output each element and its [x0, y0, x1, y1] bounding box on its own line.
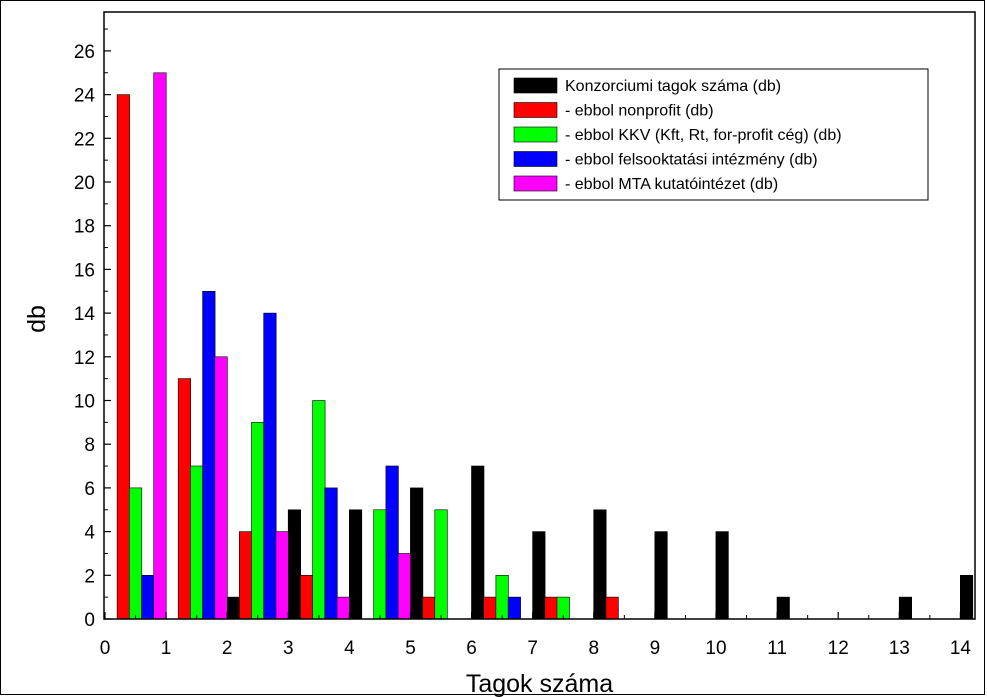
legend-swatch-4 [513, 151, 558, 167]
y-tick-label: 24 [74, 86, 96, 107]
legend-label-4: - ebbol felsooktatási intézmény (db) [565, 152, 818, 169]
x-axis-title: Tagok száma [466, 670, 613, 697]
x-tick-label: 14 [950, 638, 972, 659]
y-tick-label: 0 [84, 610, 95, 631]
x-tick-label: 5 [405, 638, 416, 659]
x-tick-label: 11 [767, 638, 787, 659]
y-tick-label: 8 [84, 435, 95, 456]
bar-series-2-8 [605, 596, 619, 620]
y-tick-label: 10 [74, 392, 95, 413]
y-tick-label: 18 [74, 217, 95, 238]
bars-layer [116, 72, 974, 620]
x-tick-label: 10 [705, 638, 726, 659]
bar-series-4-6 [507, 596, 521, 620]
bar-series-4-2 [202, 290, 216, 620]
y-tick-label: 26 [74, 42, 95, 63]
bar-series-3-4 [312, 400, 326, 620]
bar-series-1-3 [348, 509, 363, 620]
bar-series-3-6 [434, 509, 448, 620]
bar-series-1-6 [532, 531, 546, 620]
ticks-layer: 0 1 2 3 4 5 6 7 8 9 10 11 12 13 1402468101214161820222… [74, 28, 972, 659]
bar-series-1-1 [226, 596, 240, 620]
bar-series-5-2 [214, 356, 228, 620]
bar-series-5-3 [275, 531, 289, 620]
legend-swatch-2 [513, 102, 558, 118]
bar-series-1-5 [471, 465, 485, 620]
bar-series-4-5 [385, 465, 399, 620]
x-tick-label: 1 [161, 638, 172, 659]
x-tick-label: 3 [283, 638, 294, 659]
bar-series-1-2 [287, 509, 302, 620]
bar-series-4-3 [263, 312, 277, 620]
y-tick-label: 14 [74, 304, 96, 325]
legend-label-5: - ebbol MTA kutatóintézet (db) [565, 176, 778, 193]
legend-swatch-5 [513, 175, 558, 192]
legend: Konzorciumi tagok száma (db) - ebbol nonp… [498, 68, 929, 201]
x-tick-label: 8 [589, 638, 600, 659]
x-tick-label: 7 [527, 638, 538, 659]
legend-label-1: Konzorciumi tagok száma (db) [565, 78, 781, 95]
y-tick-label: 16 [74, 260, 95, 281]
x-tick-label: 12 [828, 638, 849, 659]
y-tick-label: 20 [74, 173, 95, 194]
x-tick-label: 0 [100, 638, 111, 659]
bar-series-3-1 [129, 487, 143, 620]
legend-label-2: - ebbol nonprofit (db) [565, 103, 714, 120]
bar-series-2-1 [116, 94, 130, 620]
bar-series-2-5 [422, 596, 436, 620]
bar-series-1-12 [959, 574, 974, 620]
bar-series-5-4 [336, 596, 350, 620]
bar-series-2-4 [300, 574, 314, 620]
x-tick-label: 9 [650, 638, 661, 659]
y-tick-label: 22 [74, 129, 95, 150]
legend-swatch-1 [513, 77, 558, 94]
bar-series-5-5 [397, 553, 411, 620]
bar-series-2-6 [483, 596, 497, 620]
bar-series-3-3 [251, 422, 265, 620]
y-tick-label: 4 [84, 523, 95, 544]
bar-series-4-1 [141, 574, 155, 620]
x-tick-label: 13 [889, 638, 910, 659]
bar-series-2-3 [239, 531, 253, 620]
bar-series-1-4 [410, 487, 424, 620]
plot-area [103, 11, 976, 620]
legend-label-3: - ebbol KKV (Kft, Rt, for-profit cég) (d… [565, 127, 842, 144]
x-tick-label: 6 [466, 638, 477, 659]
bar-series-5-1 [153, 72, 167, 620]
bar-series-1-11 [898, 596, 913, 620]
x-tick-label: 2 [222, 638, 233, 659]
bar-series-3-5 [373, 509, 387, 620]
legend-swatch-3 [513, 126, 558, 143]
bar-series-4-4 [324, 487, 338, 620]
legend-box [498, 68, 929, 201]
bar-series-3-2 [190, 465, 204, 620]
bar-series-1-7 [593, 509, 607, 620]
y-tick-label: 12 [74, 348, 95, 369]
bar-series-2-7 [544, 596, 558, 620]
x-tick-label: 4 [344, 638, 355, 659]
bar-series-2-2 [177, 378, 191, 620]
y-axis-title: db [23, 305, 51, 333]
bar-series-1-10 [776, 596, 790, 620]
y-tick-label: 6 [84, 479, 95, 500]
bar-series-1-8 [654, 531, 668, 620]
bar-series-1-9 [715, 531, 729, 620]
bar-series-3-7 [495, 574, 509, 620]
y-tick-label: 2 [84, 566, 95, 587]
